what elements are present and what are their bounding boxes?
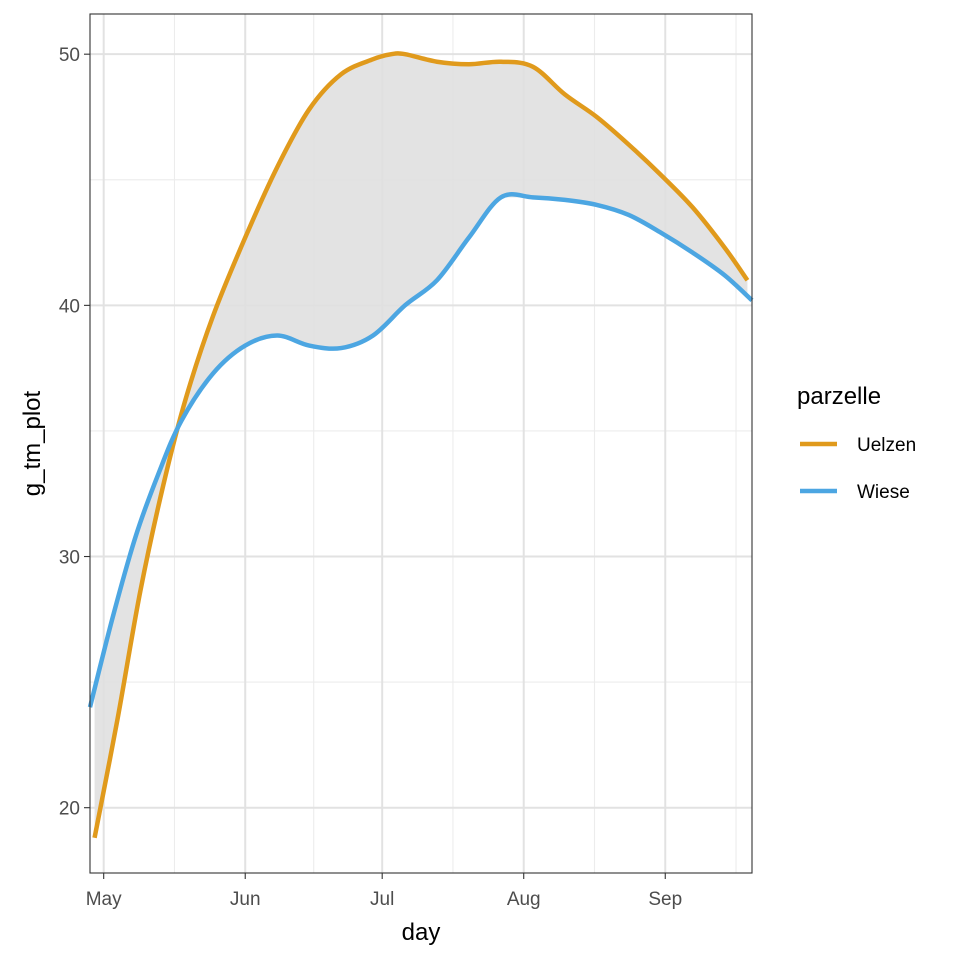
y-tick-label: 20	[59, 799, 80, 820]
series-line-wiese	[87, 192, 754, 708]
y-axis-title: g_tm_plot	[19, 390, 46, 496]
series-line-uelzen	[92, 51, 750, 839]
x-tick-label: Jul	[370, 889, 394, 910]
x-axis: May Jun Jul Aug Sep	[86, 873, 682, 910]
panel-border	[89, 13, 753, 874]
legend-items: Uelzen Wiese	[800, 435, 916, 503]
legend-label-wiese: Wiese	[857, 482, 910, 503]
legend-title: parzelle	[797, 383, 881, 410]
x-tick-label: Aug	[507, 889, 541, 910]
y-tick-label: 50	[59, 45, 80, 66]
y-tick-label: 40	[59, 296, 80, 317]
x-axis-title: day	[402, 919, 441, 946]
legend-label-uelzen: Uelzen	[857, 435, 916, 456]
x-tick-label: Jun	[230, 889, 261, 910]
x-tick-label: May	[86, 889, 122, 910]
legend: parzelle Uelzen Wiese	[797, 383, 916, 503]
y-tick-label: 30	[59, 548, 80, 569]
series-ribbon	[94, 54, 748, 838]
x-tick-label: Sep	[648, 889, 682, 910]
y-axis: 20 30 40 50	[59, 45, 90, 820]
plot-panel	[87, 13, 754, 874]
series-layer	[87, 51, 754, 839]
